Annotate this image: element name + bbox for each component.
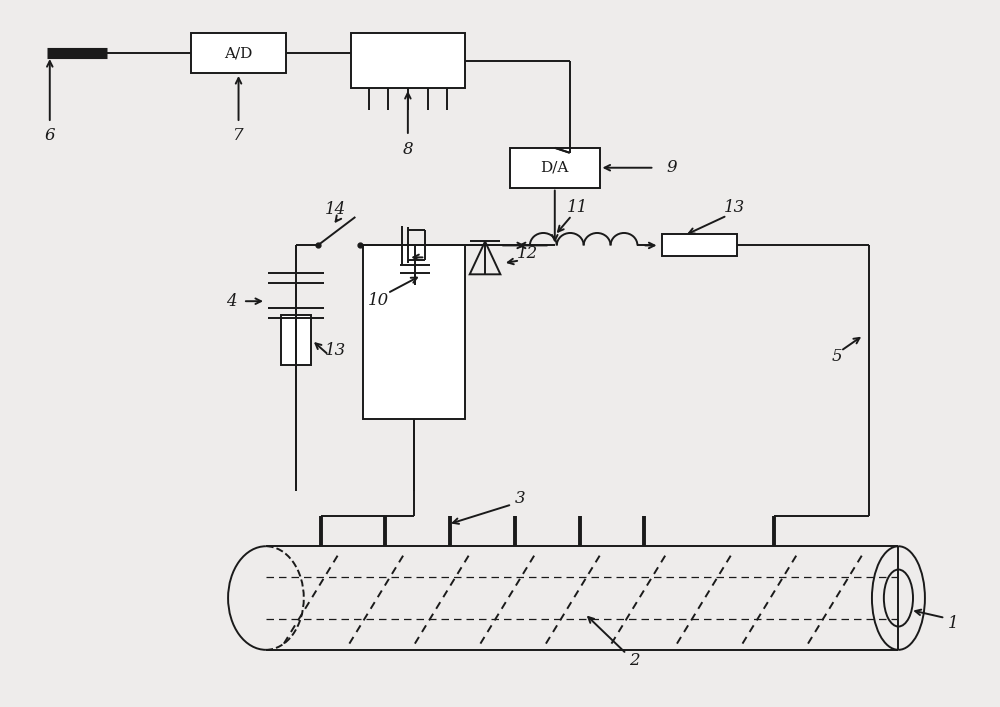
Text: 3: 3 <box>515 490 525 507</box>
Text: 10: 10 <box>368 292 389 309</box>
Text: 8: 8 <box>403 141 413 158</box>
Text: D/A: D/A <box>541 160 569 175</box>
Text: 6: 6 <box>44 127 55 144</box>
Text: 5: 5 <box>831 349 842 366</box>
Bar <box>281 315 311 365</box>
Text: A/D: A/D <box>224 46 253 60</box>
Text: 11: 11 <box>567 199 588 216</box>
Bar <box>662 235 737 257</box>
Text: 12: 12 <box>517 245 539 262</box>
Text: 14: 14 <box>325 201 346 218</box>
Bar <box>363 245 465 419</box>
Bar <box>351 33 465 88</box>
Bar <box>191 33 286 73</box>
Text: 7: 7 <box>233 127 244 144</box>
Text: 1: 1 <box>948 615 959 633</box>
Text: 2: 2 <box>629 653 640 670</box>
Text: 9: 9 <box>666 159 677 176</box>
Text: 13: 13 <box>723 199 745 216</box>
Bar <box>510 148 600 187</box>
Text: 4: 4 <box>226 293 236 310</box>
Text: 13: 13 <box>325 341 346 358</box>
